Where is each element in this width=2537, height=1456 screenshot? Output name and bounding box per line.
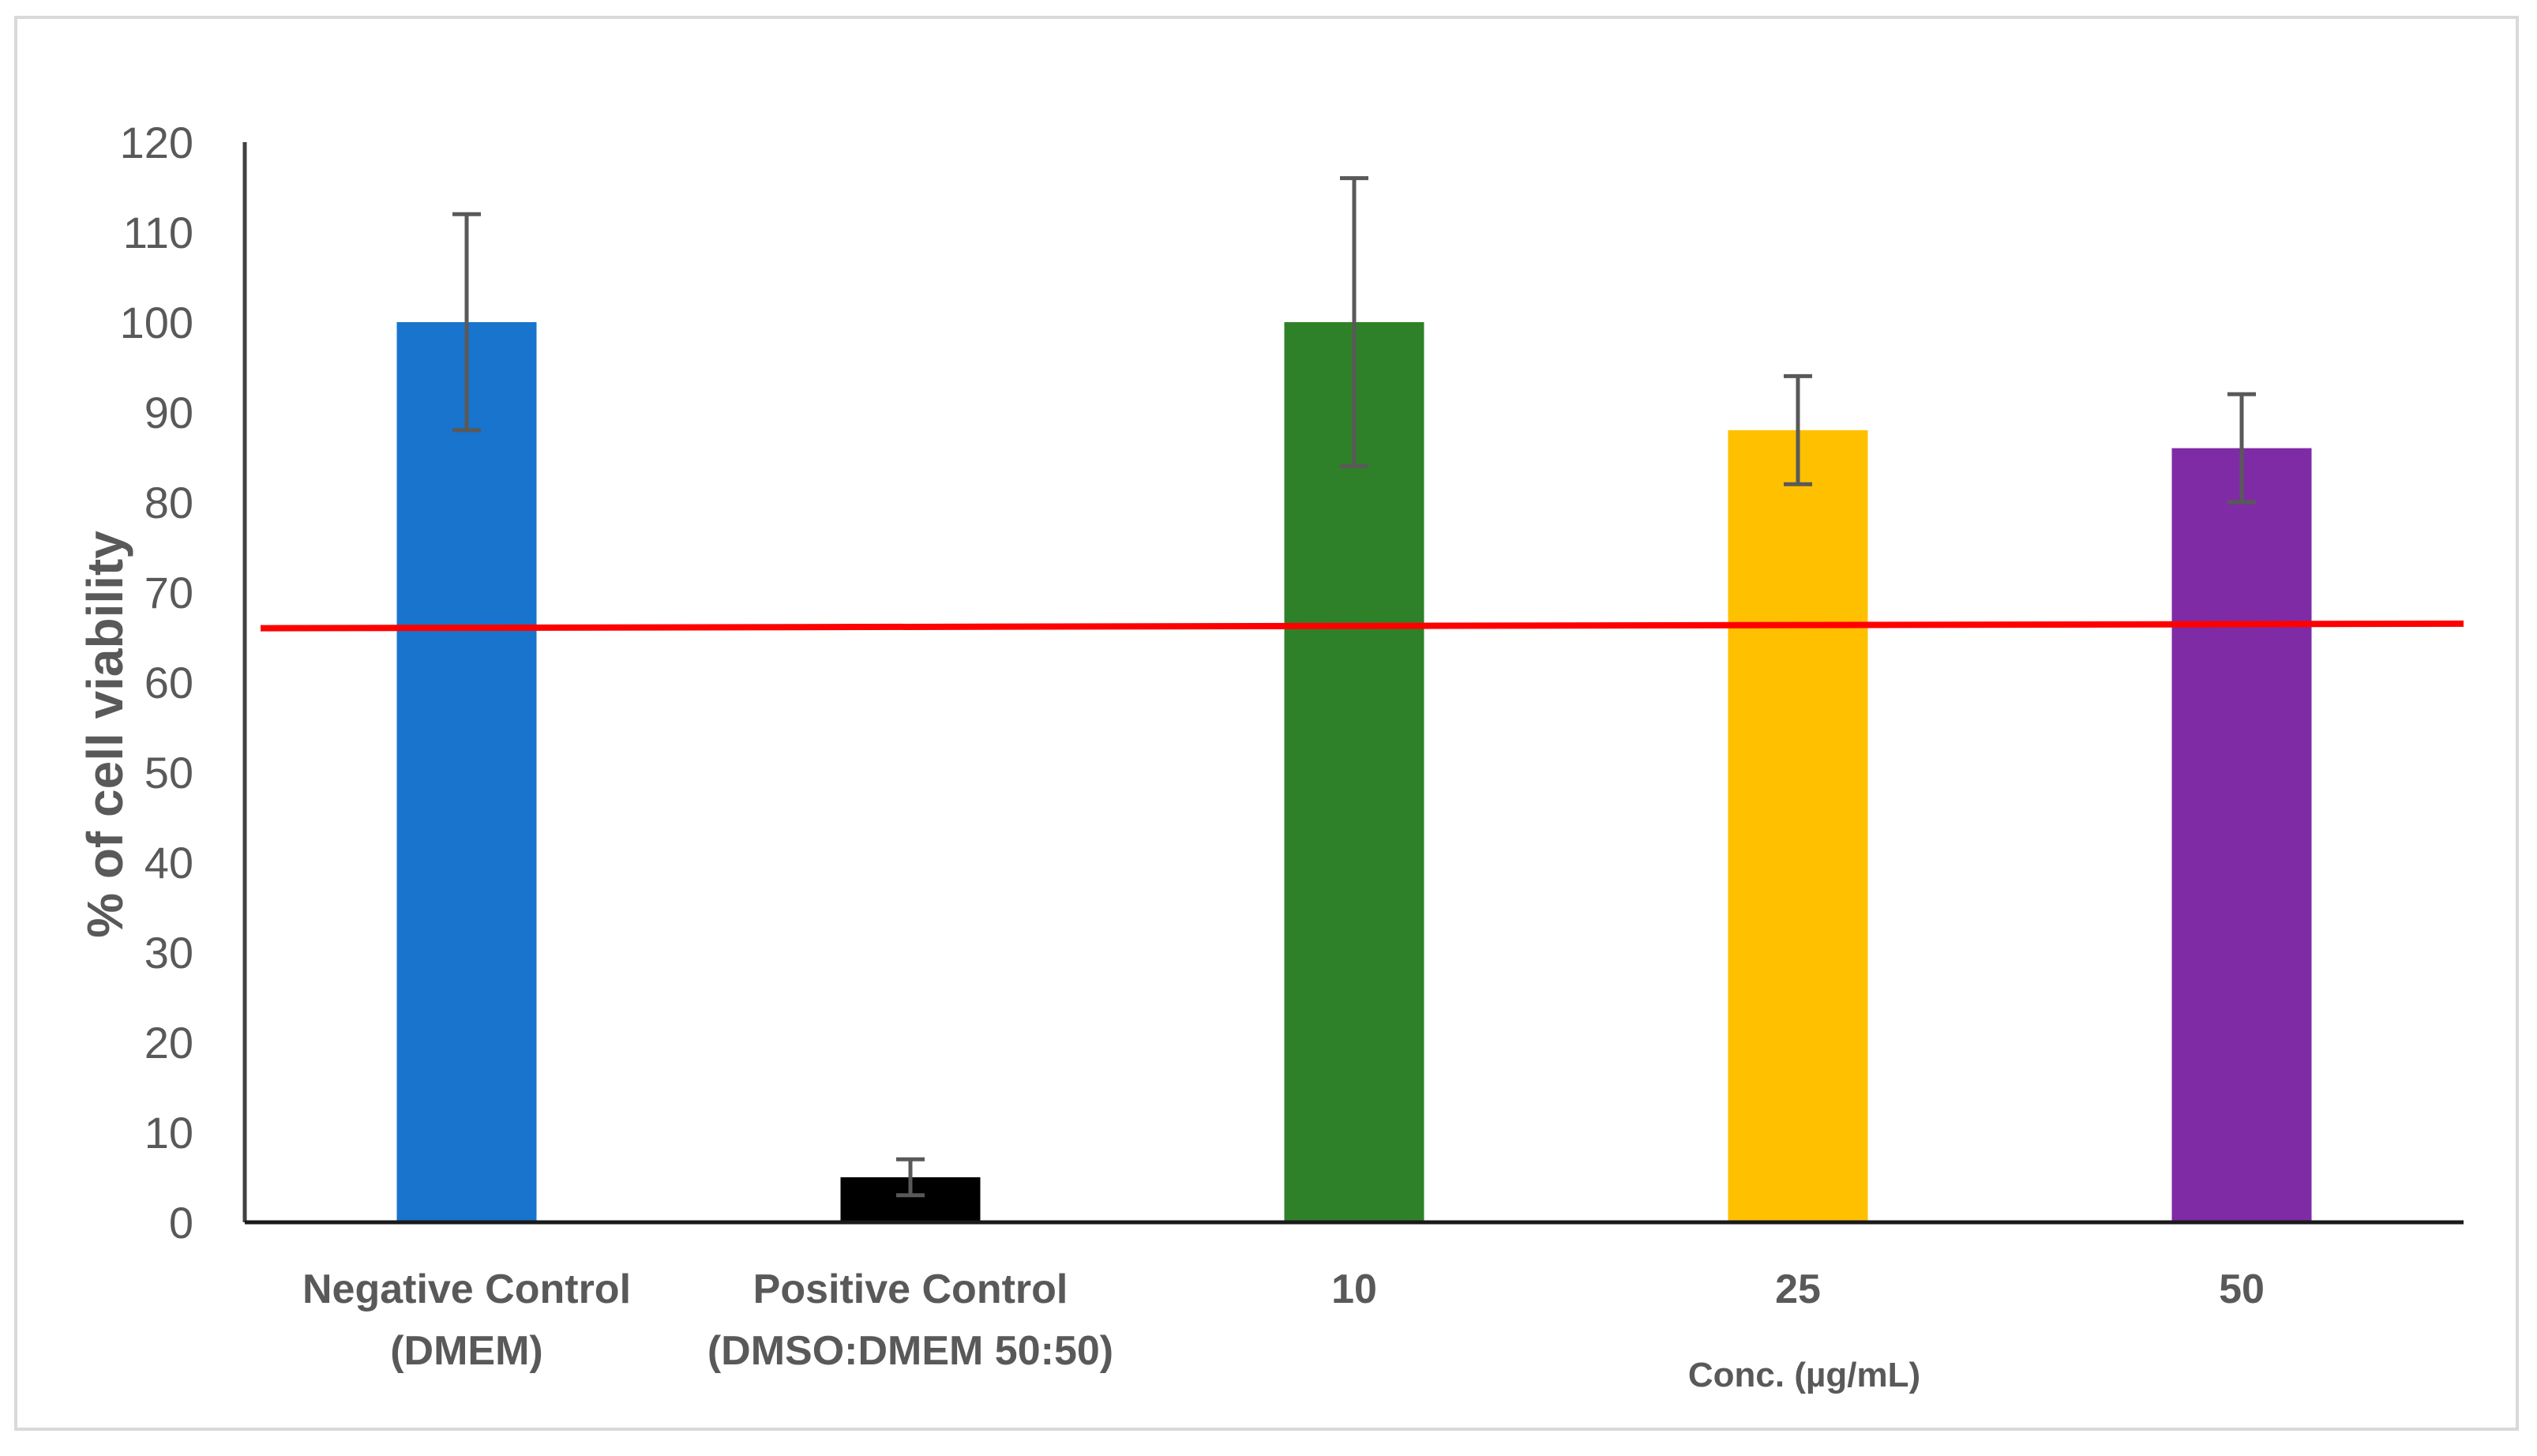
y-tick-label: 30 — [144, 928, 193, 978]
y-tick-label: 120 — [120, 118, 193, 167]
category-label: 10 — [1331, 1266, 1377, 1312]
y-tick-label: 110 — [123, 208, 193, 257]
bar — [2171, 448, 2312, 1222]
x-axis-title: Conc. (µg/mL) — [1688, 1356, 1920, 1394]
bar — [396, 322, 537, 1222]
category-labels: Negative Control (DMEM) Positive Control (D… — [302, 1266, 2265, 1374]
y-tick-label: 80 — [144, 478, 193, 527]
reference-line — [260, 620, 2464, 632]
y-tick-label: 0 — [169, 1198, 193, 1248]
category-label: Negative Control — [302, 1266, 631, 1312]
y-tick-label: 20 — [144, 1018, 193, 1068]
category-label: 25 — [1775, 1266, 1821, 1312]
y-tick-label: 70 — [144, 568, 193, 617]
category-label: Positive Control — [753, 1266, 1068, 1312]
y-tick-label: 100 — [120, 298, 193, 347]
category-label: (DMEM) — [390, 1328, 543, 1374]
category-label: 50 — [2219, 1266, 2265, 1312]
y-tick-label: 40 — [144, 838, 193, 887]
error-bar — [452, 212, 481, 433]
error-bars — [452, 176, 2256, 1198]
y-tick-label: 90 — [144, 388, 193, 437]
y-tick-label: 60 — [144, 658, 193, 707]
error-bar — [896, 1157, 925, 1198]
y-tick-label: 10 — [144, 1108, 193, 1158]
bar — [1284, 322, 1424, 1222]
error-bar — [2227, 392, 2256, 505]
y-tick-label: 50 — [144, 748, 193, 797]
category-label: (DMSO:DMEM 50:50) — [707, 1328, 1113, 1374]
y-tick-labels: 0 10 20 30 40 50 60 70 80 90 100 110 120 — [120, 118, 193, 1248]
bar — [1728, 430, 1868, 1222]
error-bar — [1784, 373, 1812, 486]
error-bar — [1340, 176, 1368, 468]
y-axis-title: % of cell viability — [77, 531, 133, 938]
bars — [396, 322, 2312, 1222]
